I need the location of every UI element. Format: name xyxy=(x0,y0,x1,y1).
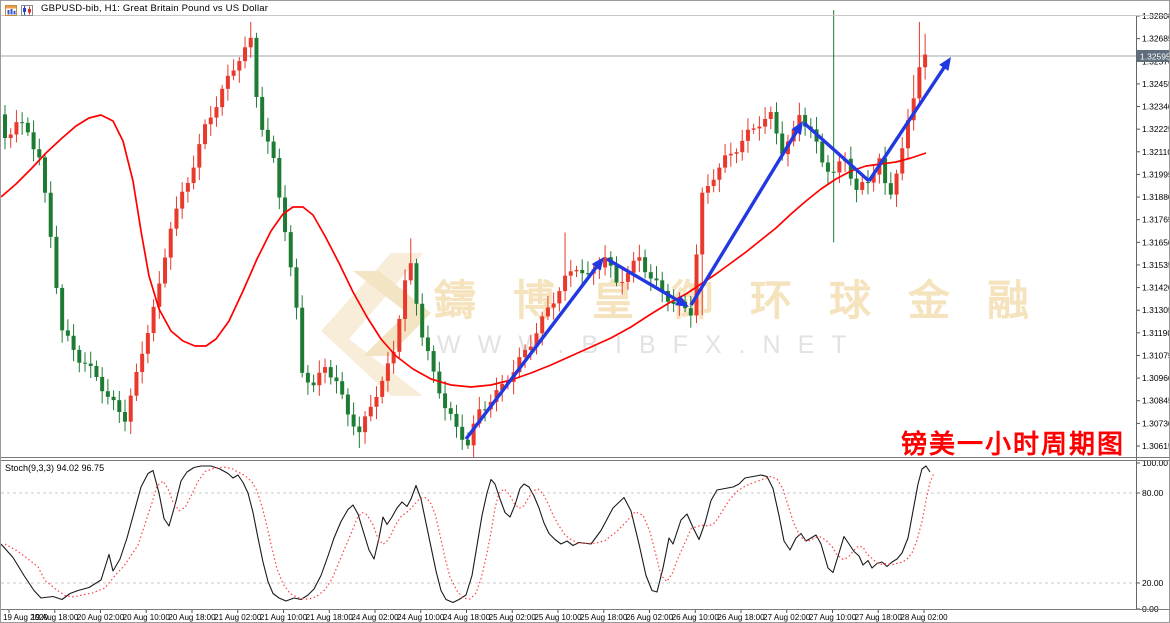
svg-text:21 Aug 18:00: 21 Aug 18:00 xyxy=(306,613,354,622)
candlestick-icon xyxy=(21,3,33,16)
watermark-logo-icon xyxy=(321,253,431,396)
svg-text:1.32595: 1.32595 xyxy=(1140,52,1170,62)
svg-text:27 Aug 02:00: 27 Aug 02:00 xyxy=(763,613,811,622)
svg-text:1.31535: 1.31535 xyxy=(1142,260,1170,270)
svg-text:1.31190: 1.31190 xyxy=(1142,328,1170,338)
svg-text:25 Aug 18:00: 25 Aug 18:00 xyxy=(580,613,628,622)
svg-text:20 Aug 10:00: 20 Aug 10:00 xyxy=(123,613,171,622)
chart-frame xyxy=(1,15,1169,610)
svg-text:26 Aug 18:00: 26 Aug 18:00 xyxy=(717,613,765,622)
svg-text:27 Aug 18:00: 27 Aug 18:00 xyxy=(855,613,903,622)
watermark-brand-text: 鑄博皇御环球金融 xyxy=(434,277,1067,324)
chart-title: GBPUSD-bib, H1: Great Britain Pound vs U… xyxy=(41,2,269,14)
svg-text:1.32455: 1.32455 xyxy=(1142,79,1170,89)
svg-text:24 Aug 02:00: 24 Aug 02:00 xyxy=(351,613,399,622)
svg-text:28 Aug 02:00: 28 Aug 02:00 xyxy=(900,613,948,622)
svg-text:19 Aug 2020: 19 Aug 2020 xyxy=(3,613,48,622)
svg-text:20 Aug 18:00: 20 Aug 18:00 xyxy=(168,613,216,622)
trend-arrows[interactable] xyxy=(464,57,951,441)
stochastic-pane xyxy=(1,465,1136,604)
svg-text:1.32685: 1.32685 xyxy=(1142,34,1170,44)
svg-text:24 Aug 10:00: 24 Aug 10:00 xyxy=(397,613,445,622)
svg-text:1.31075: 1.31075 xyxy=(1142,350,1170,360)
svg-text:24 Aug 18:00: 24 Aug 18:00 xyxy=(443,613,491,622)
watermark-url-text: WWW.BIBFX.NET xyxy=(437,331,864,359)
price-axis: 1.328001.326851.325701.324551.323401.322… xyxy=(1136,11,1170,614)
chart-window-icon xyxy=(5,3,17,16)
candles-layer xyxy=(3,10,928,458)
svg-text:27 Aug 10:00: 27 Aug 10:00 xyxy=(809,613,857,622)
svg-text:1.30730: 1.30730 xyxy=(1142,418,1170,428)
svg-text:1.32110: 1.32110 xyxy=(1142,147,1170,157)
svg-text:1.30960: 1.30960 xyxy=(1142,373,1170,383)
svg-text:20 Aug 02:00: 20 Aug 02:00 xyxy=(77,613,125,622)
svg-text:1.32225: 1.32225 xyxy=(1142,124,1170,134)
svg-text:26 Aug 02:00: 26 Aug 02:00 xyxy=(626,613,674,622)
svg-text:20.00: 20.00 xyxy=(1142,578,1164,588)
svg-text:1.31995: 1.31995 xyxy=(1142,169,1170,179)
svg-text:1.31880: 1.31880 xyxy=(1142,192,1170,202)
svg-text:21 Aug 10:00: 21 Aug 10:00 xyxy=(260,613,308,622)
annotation-text: 镑美一小时周期图 xyxy=(900,429,1125,459)
svg-text:21 Aug 02:00: 21 Aug 02:00 xyxy=(214,613,262,622)
svg-text:1.31305: 1.31305 xyxy=(1142,305,1170,315)
svg-text:25 Aug 10:00: 25 Aug 10:00 xyxy=(534,613,582,622)
svg-text:19 Aug 18:00: 19 Aug 18:00 xyxy=(31,613,79,622)
moving-average-line xyxy=(1,114,927,388)
svg-text:25 Aug 02:00: 25 Aug 02:00 xyxy=(489,613,537,622)
svg-text:1.30615: 1.30615 xyxy=(1142,441,1170,451)
svg-text:80.00: 80.00 xyxy=(1142,488,1164,498)
svg-text:1.32340: 1.32340 xyxy=(1142,102,1170,112)
svg-text:100.00: 100.00 xyxy=(1142,458,1168,468)
svg-text:1.31765: 1.31765 xyxy=(1142,215,1170,225)
chart-title-bar: GBPUSD-bib, H1: Great Britain Pound vs U… xyxy=(1,1,1169,16)
svg-text:1.31420: 1.31420 xyxy=(1142,283,1170,293)
svg-text:1.31650: 1.31650 xyxy=(1142,237,1170,247)
svg-text:26 Aug 10:00: 26 Aug 10:00 xyxy=(672,613,720,622)
indicator-label: Stoch(9,3,3) 94.02 96.75 xyxy=(5,463,105,473)
svg-text:1.30845: 1.30845 xyxy=(1142,396,1170,406)
